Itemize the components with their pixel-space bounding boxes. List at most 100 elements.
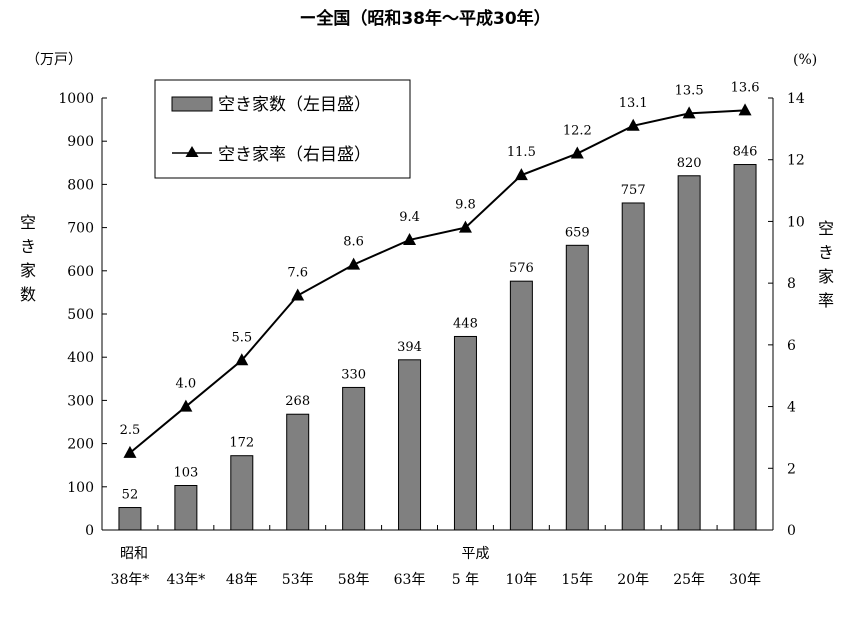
rate-value-label: 8.6 [343, 235, 364, 250]
rate-marker [738, 103, 752, 116]
left-axis-label-char: 空 [20, 213, 36, 232]
right-axis-label-char: 家 [818, 267, 834, 286]
right-tick-label: 0 [787, 523, 796, 539]
rate-value-label: 9.4 [399, 210, 420, 225]
bar-value-label: 268 [285, 394, 310, 409]
bar [118, 507, 142, 531]
rate-marker [403, 232, 417, 245]
right-axis-label: 空き家率 [818, 219, 834, 310]
rate-marker [347, 257, 361, 270]
x-axis-labels: 38年* 43年* 48年 53年 58年 63年 5 年 10年 15年 20年 25年 30年 昭和… [111, 546, 761, 588]
x-tick-label: 53年 [282, 572, 314, 588]
right-tick-label: 8 [787, 276, 796, 292]
legend-line-marker [185, 146, 199, 157]
era-label: 昭和 [120, 546, 148, 562]
left-axis-label-char: 数 [20, 285, 36, 304]
rate-marker [235, 353, 249, 366]
bar [733, 164, 757, 531]
left-tick-label: 100 [67, 480, 94, 496]
left-axis-label-char: き [20, 237, 36, 256]
legend-bar-label: 空き家数（左目盛） [218, 95, 371, 115]
rate-marker [179, 399, 193, 412]
bar [174, 485, 198, 531]
rate-value-label: 13.6 [731, 80, 760, 95]
bar-value-label: 659 [565, 225, 590, 240]
left-tick-label: 500 [67, 307, 94, 323]
rate-marker [626, 118, 640, 131]
legend-bar-swatch [171, 96, 213, 112]
legend: 空き家数（左目盛） 空き家率（右目盛） [154, 79, 411, 179]
legend-box [154, 79, 411, 179]
left-tick-label: 1000 [58, 91, 94, 107]
bar-value-label: 103 [173, 466, 198, 481]
right-axis-label-char: き [818, 243, 834, 262]
left-axis-label: 空き家数 [20, 213, 36, 304]
rate-value-label: 5.5 [231, 330, 252, 345]
x-tick-label: 58年 [338, 572, 370, 588]
rate-marker [291, 288, 305, 301]
x-tick-label: 20年 [617, 572, 649, 588]
bar [677, 175, 701, 531]
rate-value-label: 13.5 [675, 83, 704, 98]
bar [565, 244, 589, 531]
bar-value-label: 846 [733, 145, 758, 160]
rate-value-label: 9.8 [455, 198, 476, 213]
left-tick-label: 800 [67, 177, 94, 193]
legend-line-label: 空き家率（右目盛） [218, 145, 371, 165]
left-axis-unit: （万戸） [26, 52, 82, 68]
rate-value-label: 2.5 [120, 423, 141, 438]
bar [286, 413, 310, 531]
right-tick-label: 14 [787, 91, 805, 107]
bar-value-label: 172 [229, 436, 254, 451]
bar-value-label: 52 [122, 488, 139, 503]
chart-title: ー全国（昭和38年〜平成30年） [299, 8, 550, 29]
rate-value-label: 12.2 [563, 124, 592, 139]
rate-value-label: 7.6 [287, 265, 308, 280]
bar [509, 280, 533, 531]
bar-value-label: 448 [453, 316, 478, 331]
right-axis-label-char: 率 [818, 291, 834, 310]
x-tick-label: 63年 [394, 572, 426, 588]
bar-value-label: 576 [509, 261, 534, 276]
rate-marker [570, 146, 584, 159]
right-tick-label: 12 [787, 153, 805, 169]
x-tick-label: 48年 [226, 572, 258, 588]
bar-value-label: 394 [397, 340, 422, 355]
bar [230, 455, 254, 531]
bar-value-label: 820 [677, 156, 702, 171]
rate-value-label: 11.5 [507, 145, 536, 160]
x-tick-label: 15年 [561, 572, 593, 588]
bar [621, 202, 645, 531]
rate-marker [123, 445, 137, 458]
right-tick-label: 6 [787, 338, 796, 354]
right-tick-label: 2 [787, 461, 796, 477]
x-tick-label: 30年 [729, 572, 761, 588]
era-label: 平成 [461, 546, 489, 562]
bar [398, 359, 422, 531]
rate-marker [458, 220, 472, 233]
left-tick-label: 400 [67, 350, 94, 366]
left-axis-label-char: 家 [20, 261, 36, 280]
bar-value-label: 757 [621, 183, 646, 198]
x-tick-label: 5 年 [452, 572, 479, 588]
left-tick-label: 700 [67, 221, 94, 237]
rate-line [129, 109, 746, 454]
left-tick-label: 200 [67, 437, 94, 453]
line-series: 2.5 4.0 5.5 7.6 8.6 9.4 9.8 11.5 12.2 13.1 13.5 13.… [120, 80, 760, 458]
rate-marker [514, 168, 528, 181]
left-tick-label: 0 [85, 523, 94, 539]
bar-series: 52 103 172 268 330 394 448 576 659 757 820 846 [118, 145, 758, 531]
x-tick-label: 25年 [673, 572, 705, 588]
right-tick-label: 4 [787, 400, 796, 416]
right-axis-unit: (%) [793, 52, 817, 68]
x-tick-label: 43年* [166, 572, 205, 588]
x-tick-label: 38年* [111, 572, 150, 588]
right-axis-label-char: 空 [818, 219, 834, 238]
rate-value-label: 13.1 [619, 96, 648, 111]
rate-marker [682, 106, 696, 119]
left-tick-label: 600 [67, 264, 94, 280]
bar-value-label: 330 [341, 367, 366, 382]
left-tick-label: 900 [67, 134, 94, 150]
rate-value-label: 4.0 [176, 377, 197, 392]
